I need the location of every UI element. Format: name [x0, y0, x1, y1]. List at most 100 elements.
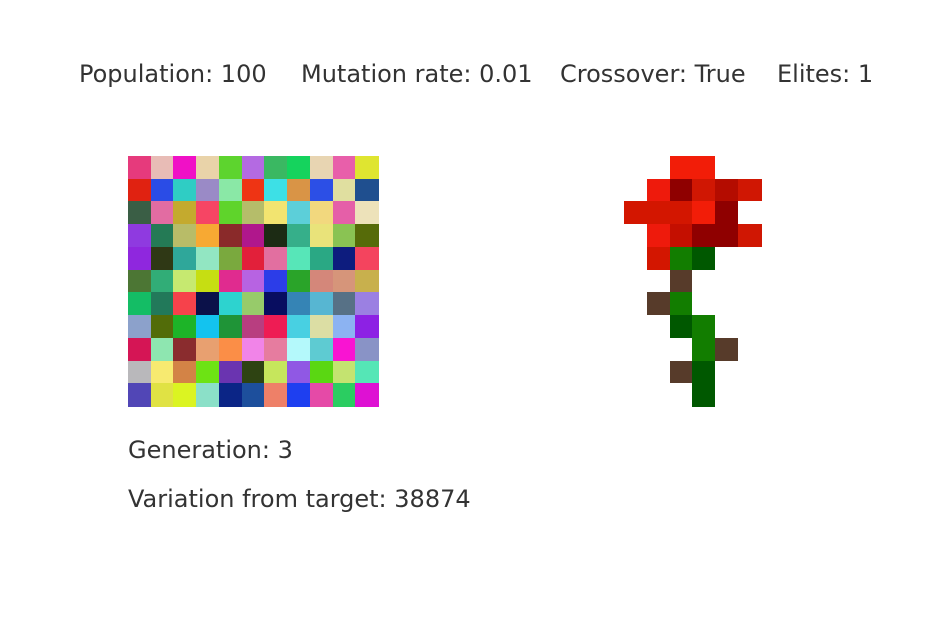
target-grid-cell	[646, 315, 671, 340]
current-grid-cell	[332, 337, 357, 362]
target-grid-cell	[737, 383, 762, 408]
current-grid-cell	[128, 201, 152, 226]
target-grid-cell	[669, 315, 694, 340]
current-grid-cell	[309, 360, 334, 385]
current-grid-cell	[355, 315, 380, 340]
current-grid-cell	[196, 360, 221, 385]
current-grid-cell	[218, 246, 243, 271]
current-grid-cell	[264, 315, 289, 340]
target-grid-cell	[692, 178, 717, 203]
target-grid-cell	[624, 269, 648, 294]
current-grid-cell	[332, 383, 357, 408]
current-grid-cell	[128, 360, 152, 385]
target-grid-cell	[692, 201, 717, 226]
current-grid-cell	[332, 246, 357, 271]
target-grid-cell	[715, 201, 739, 226]
target-grid-cell	[646, 201, 671, 226]
target-grid-cell	[624, 337, 648, 362]
current-grid-cell	[196, 292, 221, 317]
generation-label: Generation: 3	[128, 436, 293, 464]
current-grid-cell	[150, 315, 175, 340]
target-grid-cell	[646, 178, 671, 203]
current-grid-cell	[196, 383, 221, 408]
current-grid-cell	[287, 156, 312, 180]
current-grid-cell	[128, 178, 152, 203]
current-grid-cell	[241, 246, 266, 271]
current-grid-cell	[196, 337, 221, 362]
current-grid-cell	[287, 315, 312, 340]
current-grid-cell	[264, 337, 289, 362]
target-grid-cell	[646, 383, 671, 408]
target-grid-cell	[737, 201, 762, 226]
target-image-grid	[624, 156, 762, 408]
current-grid-cell	[173, 360, 198, 385]
current-grid-cell	[309, 246, 334, 271]
current-grid-cell	[173, 246, 198, 271]
current-grid-cell	[241, 156, 266, 180]
current-grid-cell	[128, 156, 152, 180]
target-grid-cell	[669, 292, 694, 317]
current-grid-cell	[196, 201, 221, 226]
target-grid-cell	[669, 156, 694, 180]
crossover-label: Crossover: True	[560, 60, 746, 88]
current-grid-cell	[287, 201, 312, 226]
current-grid-cell	[264, 292, 289, 317]
current-grid-cell	[150, 156, 175, 180]
current-grid-cell	[218, 337, 243, 362]
current-grid-cell	[309, 201, 334, 226]
current-grid-cell	[218, 269, 243, 294]
mutation-rate-label: Mutation rate: 0.01	[301, 60, 533, 88]
current-grid-cell	[332, 178, 357, 203]
target-grid-cell	[737, 360, 762, 385]
target-grid-cell	[692, 383, 717, 408]
current-grid-cell	[173, 178, 198, 203]
target-grid-cell	[715, 246, 739, 271]
current-grid-cell	[309, 292, 334, 317]
target-grid-cell	[737, 246, 762, 271]
current-grid-cell	[173, 292, 198, 317]
current-grid-cell	[332, 201, 357, 226]
current-grid-cell	[355, 224, 380, 249]
variation-label: Variation from target: 38874	[128, 485, 471, 513]
current-grid-cell	[309, 383, 334, 408]
target-grid-cell	[669, 246, 694, 271]
current-grid-cell	[128, 292, 152, 317]
current-grid-cell	[355, 337, 380, 362]
current-grid-cell	[241, 224, 266, 249]
target-grid-cell	[692, 224, 717, 249]
current-grid-cell	[264, 201, 289, 226]
current-grid-cell	[309, 269, 334, 294]
current-grid-cell	[241, 292, 266, 317]
current-grid-cell	[173, 156, 198, 180]
target-grid-cell	[692, 269, 717, 294]
current-grid-cell	[173, 224, 198, 249]
current-grid-cell	[355, 201, 380, 226]
current-grid-cell	[196, 315, 221, 340]
current-grid-cell	[128, 224, 152, 249]
current-grid-cell	[332, 269, 357, 294]
current-grid-cell	[264, 156, 289, 180]
current-grid-cell	[128, 246, 152, 271]
current-grid-cell	[150, 269, 175, 294]
current-grid-cell	[332, 156, 357, 180]
target-grid-cell	[692, 337, 717, 362]
target-grid-cell	[646, 360, 671, 385]
current-grid-cell	[264, 178, 289, 203]
current-individual-grid	[128, 156, 380, 408]
target-grid-cell	[646, 224, 671, 249]
current-grid-cell	[173, 383, 198, 408]
target-grid-cell	[624, 292, 648, 317]
target-grid-cell	[715, 292, 739, 317]
target-grid-cell	[737, 315, 762, 340]
current-grid-cell	[264, 224, 289, 249]
current-grid-cell	[218, 178, 243, 203]
target-grid-cell	[624, 178, 648, 203]
current-grid-cell	[287, 224, 312, 249]
current-grid-cell	[196, 224, 221, 249]
current-grid-cell	[355, 292, 380, 317]
target-grid-cell	[737, 156, 762, 180]
parameters-bar: Population: 100 Mutation rate: 0.01 Cros…	[0, 60, 950, 94]
target-grid-cell	[624, 315, 648, 340]
current-grid-cell	[264, 360, 289, 385]
target-grid-cell	[669, 337, 694, 362]
